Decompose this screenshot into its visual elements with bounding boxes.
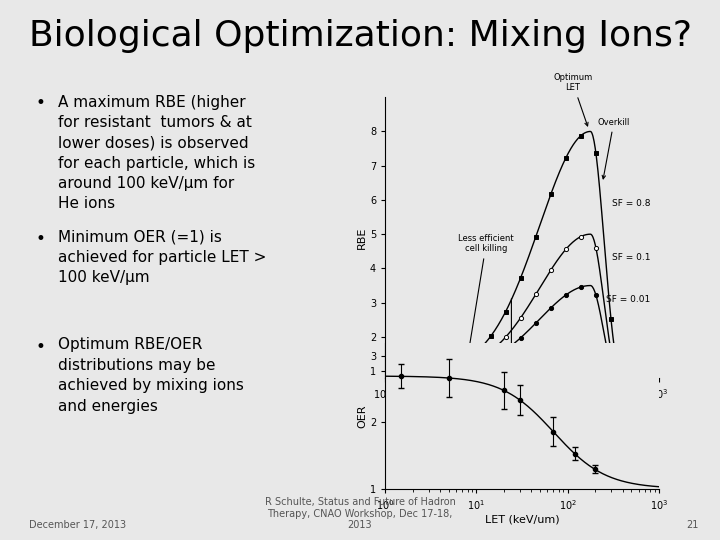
Text: •: • — [36, 338, 46, 355]
Text: 21: 21 — [686, 520, 698, 530]
Text: •: • — [36, 94, 46, 112]
Text: Optimum
LET: Optimum LET — [553, 73, 593, 126]
Y-axis label: RBE: RBE — [357, 226, 367, 249]
Text: A maximum RBE (higher
for resistant  tumors & at
lower doses) is observed
for ea: A maximum RBE (higher for resistant tumo… — [58, 94, 255, 212]
Text: SF = 0.8: SF = 0.8 — [612, 199, 651, 208]
Y-axis label: OER: OER — [357, 404, 367, 428]
Text: SF = 0.1: SF = 0.1 — [612, 253, 651, 262]
Text: •: • — [36, 230, 46, 247]
Text: R Schulte, Status and Future of Hadron
Therapy, CNAO Workshop, Dec 17-18,
2013: R Schulte, Status and Future of Hadron T… — [264, 497, 456, 530]
X-axis label: LET (keV/um): LET (keV/um) — [485, 403, 559, 414]
Text: Biological Optimization: Mixing Ions?: Biological Optimization: Mixing Ions? — [29, 19, 692, 53]
Text: December 17, 2013: December 17, 2013 — [29, 520, 126, 530]
Text: Optimum RBE/OER
distributions may be
achieved by mixing ions
and energies: Optimum RBE/OER distributions may be ach… — [58, 338, 243, 414]
Text: SF = 0.01: SF = 0.01 — [606, 295, 651, 304]
Text: Overkill: Overkill — [598, 118, 630, 179]
Text: Less efficient
cell killing: Less efficient cell killing — [459, 234, 514, 366]
X-axis label: LET (keV/um): LET (keV/um) — [485, 514, 559, 524]
Text: Minimum OER (=1) is
achieved for particle LET >
100 keV/μm: Minimum OER (=1) is achieved for particl… — [58, 230, 266, 285]
